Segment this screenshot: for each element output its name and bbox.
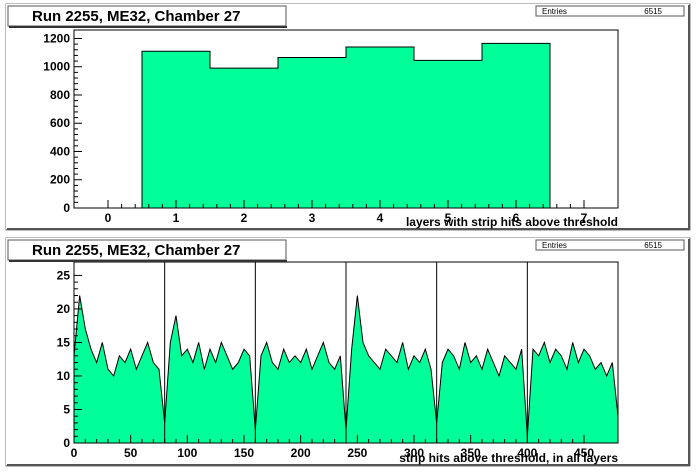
y-tick-label: 10	[57, 369, 71, 383]
y-tick-label: 400	[50, 144, 70, 158]
x-tick-label: 3	[309, 211, 316, 225]
histogram-bar	[142, 51, 210, 208]
x-tick-label: 6	[513, 211, 520, 225]
stats-label: Entries	[542, 7, 567, 16]
x-tick-label: 2	[241, 211, 248, 225]
stats-value: 6515	[644, 241, 662, 250]
plot-frame	[73, 29, 619, 209]
histogram-outline	[141, 42, 551, 208]
stats-value: 6515	[644, 7, 662, 16]
histogram-bar	[346, 46, 414, 209]
chart-title: Run 2255, ME32, Chamber 27	[32, 242, 240, 259]
y-tick-label: 0	[63, 436, 70, 450]
y-tick-label: 20	[57, 302, 71, 316]
x-tick-label: 450	[574, 446, 594, 460]
histogram-bar	[210, 68, 278, 209]
x-tick-label: 0	[71, 446, 78, 460]
x-tick-label: 1	[173, 211, 180, 225]
x-tick-label: 50	[124, 446, 138, 460]
y-tick-label: 1200	[43, 31, 70, 45]
histogram-area	[74, 295, 618, 443]
y-tick-label: 1000	[43, 60, 70, 74]
y-tick-label: 15	[57, 335, 71, 349]
y-tick-label: 25	[57, 268, 71, 282]
stats-label: Entries	[542, 241, 567, 250]
x-axis-title: strip hits above threshold, in all layer…	[399, 451, 618, 465]
x-tick-label: 0	[105, 211, 112, 225]
stats-box	[535, 5, 685, 17]
x-axis-title: layers with strip hits above threshold	[406, 215, 618, 229]
pad-frame-shadow	[7, 5, 690, 230]
histogram-bar	[482, 43, 550, 208]
y-tick-label: 800	[50, 88, 70, 102]
x-tick-label: 300	[404, 446, 424, 460]
stats-box	[535, 239, 685, 251]
pad-frame-highlight	[6, 4, 689, 229]
x-tick-label: 350	[461, 446, 481, 460]
histogram-bar	[278, 57, 346, 208]
y-tick-label: 5	[63, 402, 70, 416]
y-tick-label: 200	[50, 173, 70, 187]
pad-frame-shadow	[7, 239, 690, 466]
histogram-bar	[414, 60, 482, 208]
x-tick-label: 100	[177, 446, 197, 460]
x-tick-label: 4	[377, 211, 384, 225]
x-tick-label: 5	[445, 211, 452, 225]
x-tick-label: 200	[291, 446, 311, 460]
x-tick-label: 250	[347, 446, 367, 460]
pad-frame-highlight	[6, 238, 689, 465]
x-tick-label: 150	[234, 446, 254, 460]
chart-title: Run 2255, ME32, Chamber 27	[32, 8, 240, 25]
y-tick-label: 0	[63, 201, 70, 215]
y-tick-label: 600	[50, 116, 70, 130]
x-tick-label: 7	[581, 211, 588, 225]
x-tick-label: 400	[517, 446, 537, 460]
